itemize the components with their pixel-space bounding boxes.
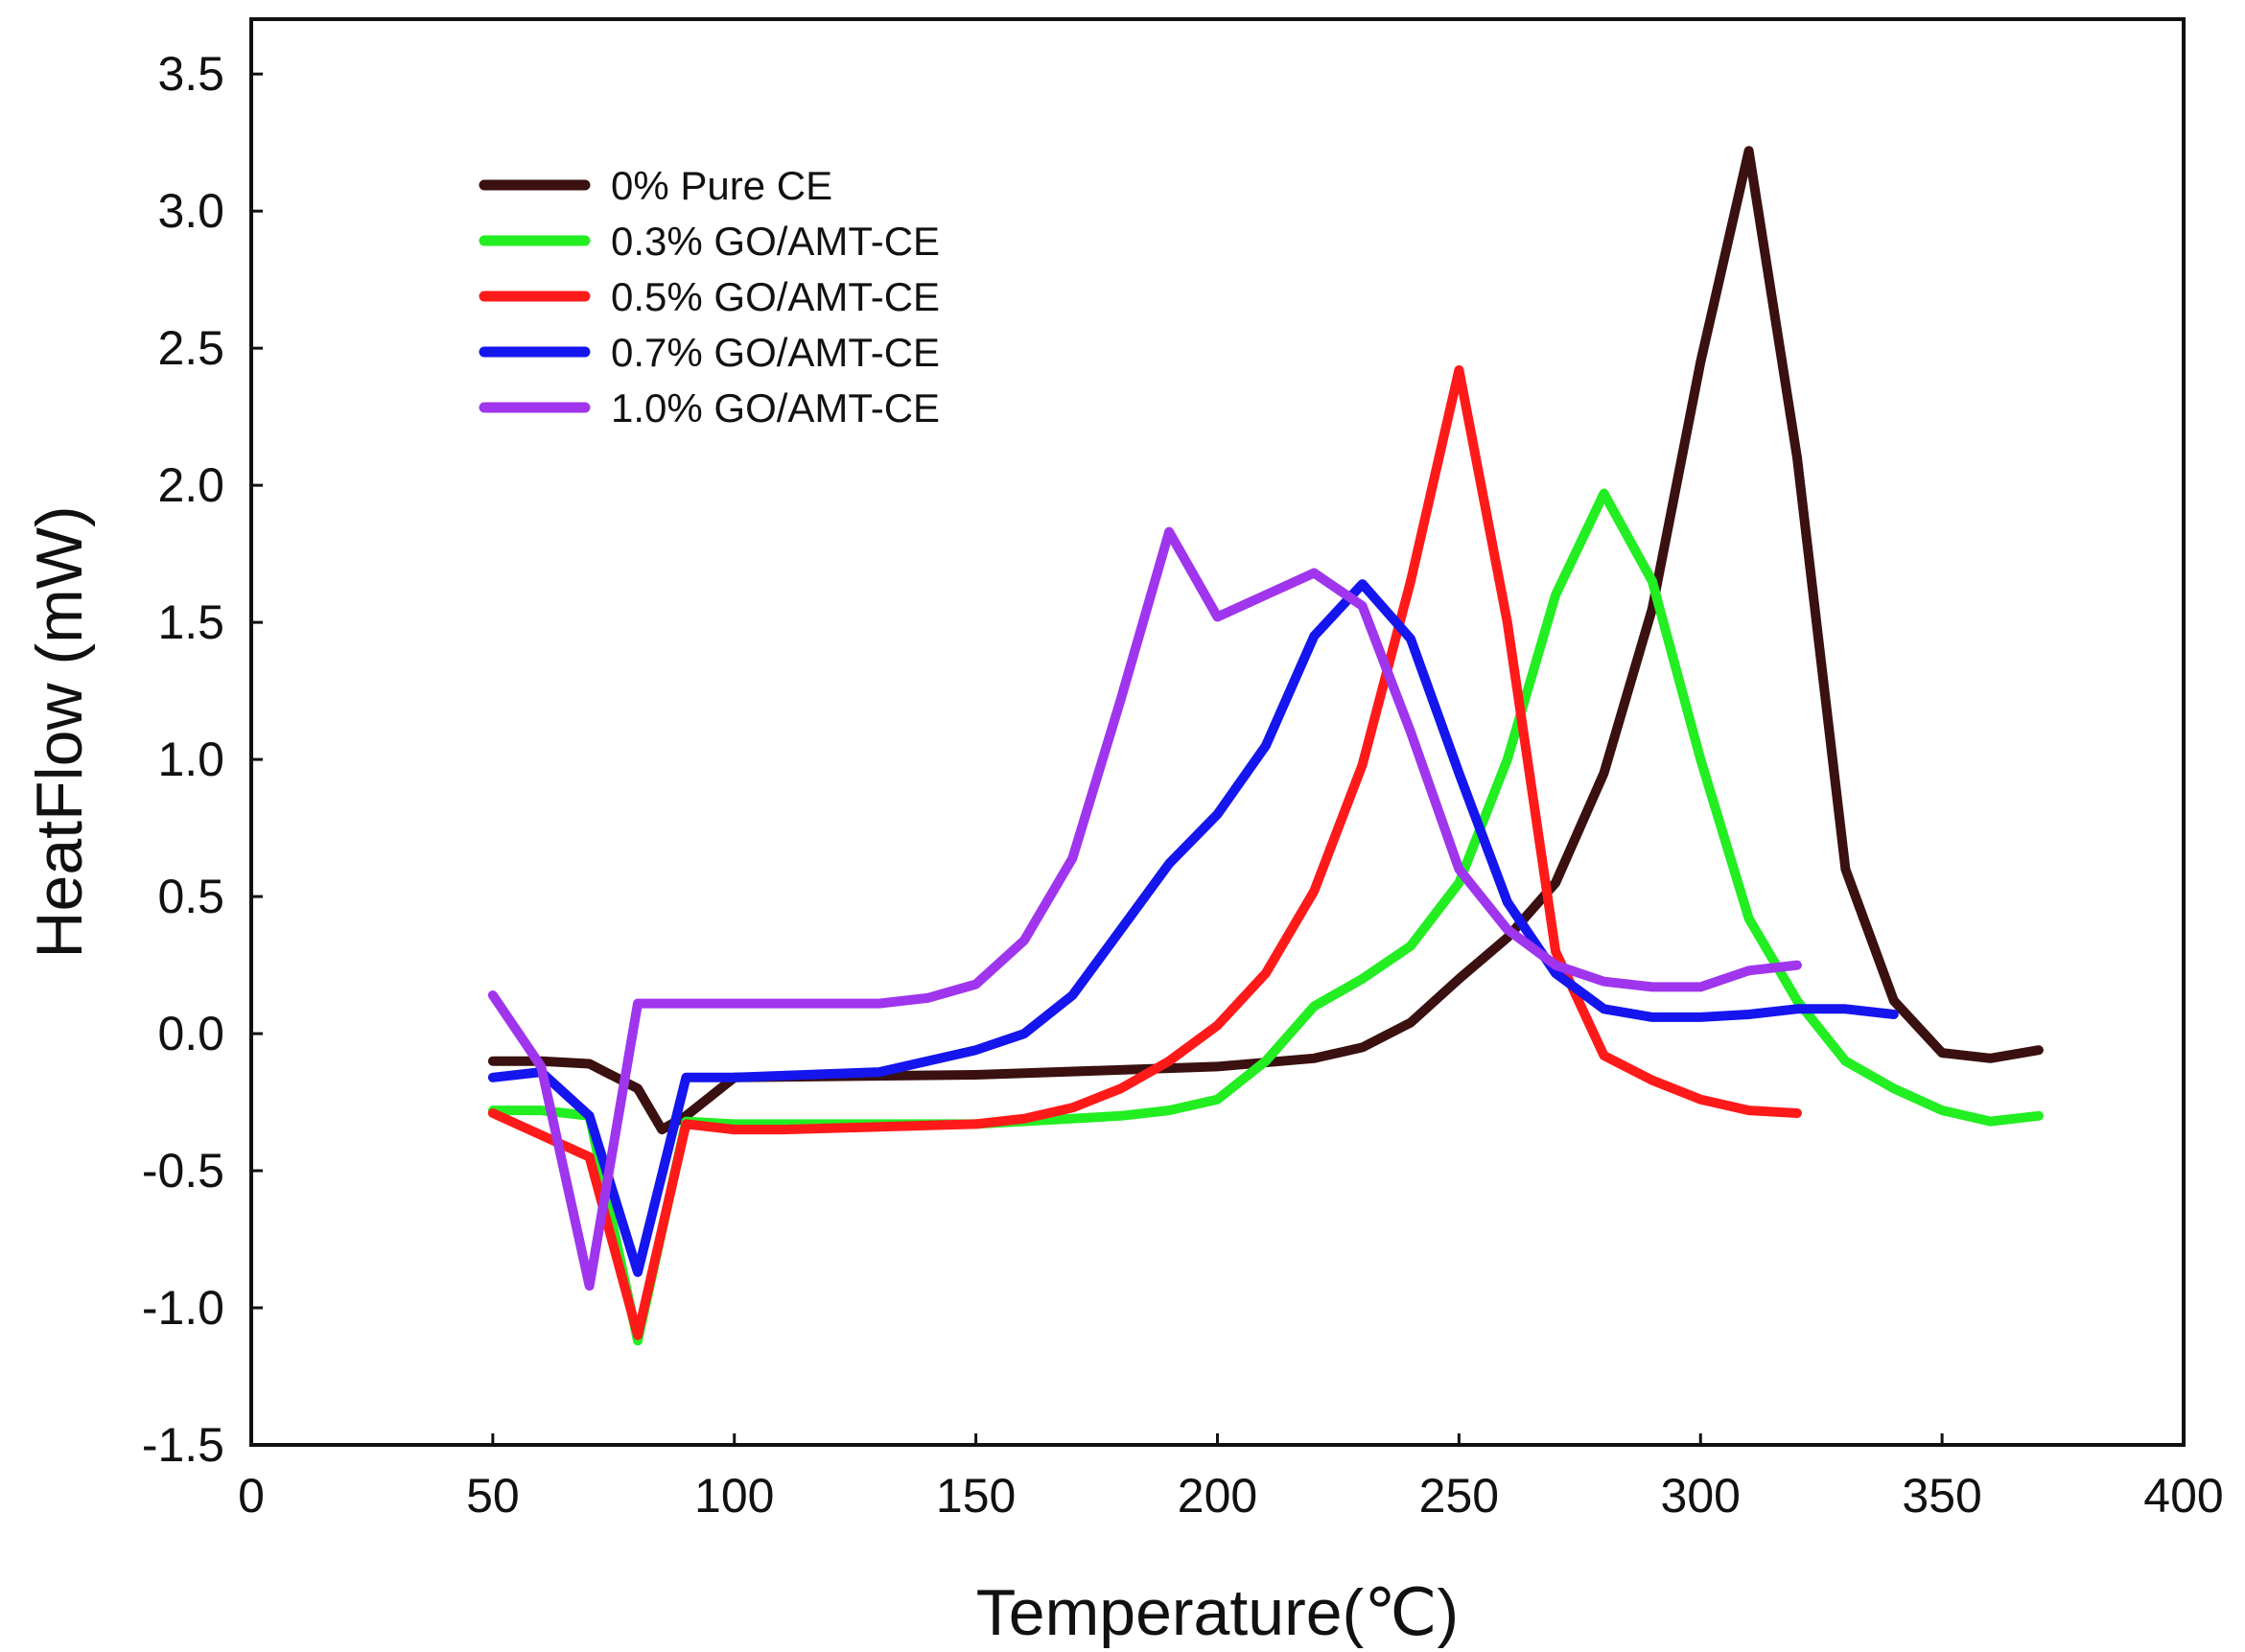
x-tick-label: 50 xyxy=(466,1469,520,1523)
y-tick-label: 0.0 xyxy=(157,1007,224,1060)
legend-label: 0.7% GO/AMT-CE xyxy=(611,330,940,375)
y-axis: -1.5 -1.0 -0.5 0.0 0.5 1.0 1.5 2.0 2.5 3.0 3.5 xyxy=(142,47,263,1472)
y-tick-label: 2.5 xyxy=(157,321,224,375)
x-tick-label: 400 xyxy=(2143,1469,2223,1523)
y-tick-label: 1.5 xyxy=(157,595,224,649)
y-tick-label: -0.5 xyxy=(142,1144,224,1198)
y-tick-label: 1.0 xyxy=(157,733,224,786)
x-tick-label: 200 xyxy=(1178,1469,1257,1523)
plot-frame xyxy=(249,17,2186,1447)
series-line xyxy=(487,579,1899,1277)
y-axis-title: HeatFlow (mW) xyxy=(23,505,96,958)
y-tick-label: 3.0 xyxy=(157,184,224,238)
y-tick-label: 2.0 xyxy=(157,458,224,512)
legend: 0% Pure CE 0.3% GO/AMT-CE 0.5% GO/AMT-CE 0.… xyxy=(479,163,940,430)
y-tick-label: -1.0 xyxy=(142,1281,224,1335)
series-line xyxy=(487,526,1802,1291)
legend-label: 1.0% GO/AMT-CE xyxy=(611,385,940,430)
x-tick-label: 100 xyxy=(694,1469,774,1523)
series-line xyxy=(487,488,2044,1346)
x-tick-label: 0 xyxy=(238,1469,265,1523)
series-line xyxy=(487,365,1802,1340)
series-line xyxy=(487,146,2044,1135)
legend-label: 0% Pure CE xyxy=(611,163,832,208)
legend-label: 0.3% GO/AMT-CE xyxy=(611,219,940,264)
x-tick-label: 250 xyxy=(1419,1469,1499,1523)
x-axis: 0 50 100 150 200 250 300 350 400 xyxy=(238,1433,2224,1523)
y-tick-label: 3.5 xyxy=(157,47,224,101)
series-layer xyxy=(487,146,2044,1346)
y-tick-label: -1.5 xyxy=(142,1418,224,1472)
x-tick-label: 300 xyxy=(1661,1469,1741,1523)
x-axis-title: Temperature(℃) xyxy=(976,1576,1459,1649)
x-tick-label: 350 xyxy=(1902,1469,1981,1523)
legend-label: 0.5% GO/AMT-CE xyxy=(611,274,940,319)
y-tick-label: 0.5 xyxy=(157,870,224,923)
x-tick-label: 150 xyxy=(936,1469,1016,1523)
